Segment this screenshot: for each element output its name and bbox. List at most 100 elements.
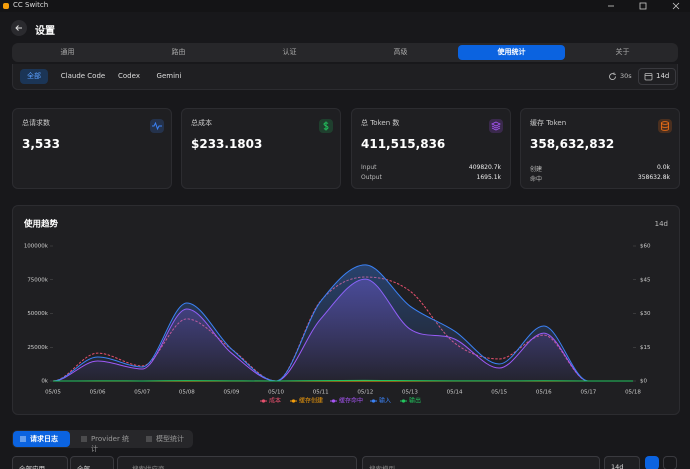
- tab-label: 请求日志: [30, 435, 58, 443]
- chart: 使用趋势 14d 0k 25000k 50000k 75000k 100000k $0 $15 $…: [23, 219, 668, 405]
- y-tick-label: 25000k: [27, 345, 48, 351]
- detail-value: 409820.7k: [468, 164, 501, 171]
- window-title: CC Switch: [13, 1, 49, 9]
- tab-bar: 通用 路由 认证 高级 使用统计 关于: [12, 43, 678, 62]
- detail-value: 0.0k: [656, 164, 670, 171]
- y2-tick-label: $0: [640, 379, 647, 385]
- y2-tick-label: $15: [640, 345, 651, 351]
- tab[interactable]: 认证: [282, 48, 297, 56]
- x-tick-label: 05/12: [357, 390, 373, 396]
- card-title: 缓存 Token: [530, 119, 567, 127]
- title-bar: CC Switch: [0, 0, 690, 12]
- card-title: 总 Token 数: [361, 119, 400, 127]
- legend-label: 成本: [269, 397, 281, 405]
- x-tick-label: 05/16: [536, 390, 552, 396]
- card-value: 358,632,832: [530, 137, 615, 151]
- x-tick-label: 05/10: [268, 390, 284, 396]
- x-tick-label: 05/15: [491, 390, 507, 396]
- detail-label: Input: [361, 164, 377, 171]
- x-tick-label: 05/09: [224, 390, 240, 396]
- card-icon: [658, 119, 672, 133]
- y2-tick-label: $45: [640, 277, 651, 283]
- x-tick-label: 05/07: [134, 390, 150, 396]
- filter-status[interactable]: 全部: [70, 456, 114, 469]
- card-value: $233.1803: [191, 137, 263, 151]
- legend-label: 缓存创建: [299, 397, 323, 405]
- chart-title: 使用趋势: [23, 219, 59, 230]
- bottom-tab-bar: 请求日志 Provider 统计 模型统计: [12, 430, 193, 453]
- card-icon-glyph: [491, 121, 501, 131]
- tab[interactable]: 通用: [60, 48, 75, 56]
- y2-tick-label: $30: [640, 311, 651, 317]
- card-title: 总成本: [191, 119, 212, 127]
- app-icon: [3, 3, 9, 9]
- app-filter[interactable]: Codex: [118, 72, 140, 80]
- reset-button[interactable]: [663, 456, 677, 469]
- legend-label: 输出: [409, 397, 421, 405]
- y-tick-label: 75000k: [27, 277, 48, 283]
- legend-swatch-dot: [331, 399, 336, 403]
- tab[interactable]: 路由: [171, 48, 186, 56]
- bottom-tab[interactable]: 请求日志: [13, 431, 70, 447]
- y2-tick-label: $60: [640, 244, 651, 250]
- x-tick-label: 05/14: [447, 390, 463, 396]
- card-title: 总请求数: [22, 119, 50, 127]
- x-tick-label: 05/08: [179, 390, 195, 396]
- x-tick-label: 05/18: [625, 390, 641, 396]
- x-tick-label: 05/06: [90, 390, 106, 396]
- detail-value: 1695.1k: [476, 174, 501, 181]
- tab-label: Provider 统计: [91, 435, 130, 453]
- stat-card: 缓存 Token 358,632,832 创建 0.0k 命中 358632.8k: [520, 108, 680, 189]
- window-controls[interactable]: [600, 0, 690, 12]
- filter-text: 全部应用: [19, 465, 45, 469]
- card-icon-glyph: [661, 121, 669, 131]
- y-tick-label: 50000k: [27, 311, 48, 317]
- page-title: 设置: [35, 26, 55, 37]
- refresh-interval[interactable]: 30s: [620, 72, 632, 80]
- search-button[interactable]: [645, 456, 659, 469]
- tab-label: 模型统计: [156, 435, 184, 443]
- card-icon: [319, 119, 333, 133]
- filter-range[interactable]: 14d: [604, 456, 640, 469]
- stat-card: 总 Token 数 411,515,836 Input 409820.7k Output…: [351, 108, 511, 189]
- legend-label: 输入: [379, 397, 391, 405]
- filter-search-provider[interactable]: 搜索供应商: [117, 456, 357, 469]
- log-filter-bar: 全部应用 全部 搜索供应商 搜索模型 14d: [0, 456, 690, 469]
- tab-icon: [20, 436, 26, 442]
- app-filter[interactable]: 全部: [20, 69, 48, 84]
- tab[interactable]: 使用统计: [458, 45, 565, 60]
- calendar-icon: [644, 73, 653, 81]
- filter-app[interactable]: 全部应用: [12, 456, 68, 469]
- range-label: 14d: [656, 72, 670, 80]
- refresh-icon: [609, 72, 616, 81]
- filter-text: 搜索供应商: [132, 465, 165, 469]
- tab[interactable]: 关于: [615, 48, 630, 56]
- x-tick-label: 05/11: [313, 390, 329, 396]
- x-tick-label: 05/05: [45, 390, 61, 396]
- x-tick-label: 05/13: [402, 390, 418, 396]
- stat-card: 总成本 $233.1803: [181, 108, 341, 189]
- card-icon-glyph: [152, 121, 162, 131]
- chart-card: 使用趋势 14d 0k 25000k 50000k 75000k 100000k $0 $15 $…: [12, 205, 680, 415]
- filter-search-model[interactable]: 搜索模型: [362, 456, 600, 469]
- legend-swatch-dot: [261, 399, 266, 403]
- detail-label: 创建: [530, 166, 543, 173]
- chart-range: 14d: [655, 220, 668, 228]
- legend-swatch-dot: [371, 399, 376, 403]
- bottom-tab[interactable]: Provider 统计: [74, 431, 136, 453]
- detail-label: Output: [361, 174, 382, 181]
- tab[interactable]: 高级: [393, 48, 408, 56]
- line: [52, 379, 633, 382]
- filter-text: 搜索模型: [369, 465, 395, 469]
- app-filter[interactable]: Claude Code: [60, 72, 106, 80]
- filter-text: 全部: [77, 465, 90, 469]
- card-value: 3,533: [22, 137, 60, 151]
- range-select[interactable]: 14d: [638, 68, 676, 85]
- app-filter[interactable]: Gemini: [156, 72, 182, 80]
- x-tick-label: 05/17: [580, 390, 596, 396]
- tab-icon: [146, 436, 152, 442]
- bottom-tab[interactable]: 模型统计: [139, 431, 191, 447]
- tab-icon: [81, 436, 87, 442]
- back-button[interactable]: [10, 19, 28, 37]
